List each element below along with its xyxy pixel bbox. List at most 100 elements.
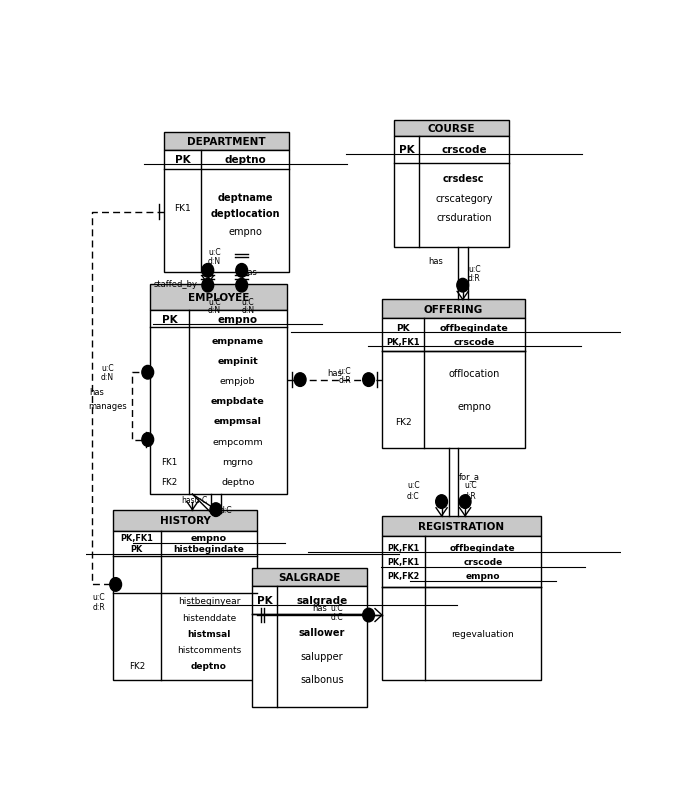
Text: empname: empname [212, 336, 264, 345]
Text: deptname: deptname [218, 192, 273, 202]
Text: d:C: d:C [219, 505, 232, 515]
Text: offbegindate: offbegindate [450, 543, 515, 553]
Text: HISTORY: HISTORY [160, 516, 210, 525]
Text: has: has [89, 388, 104, 397]
Text: FK2: FK2 [395, 417, 411, 426]
Circle shape [236, 279, 248, 293]
Text: FK1: FK1 [161, 457, 177, 466]
Text: EMPLOYEE: EMPLOYEE [188, 293, 249, 302]
Bar [113, 510, 257, 531]
Text: d:N: d:N [241, 306, 255, 315]
Text: regevaluation: regevaluation [451, 629, 514, 638]
Text: u:C: u:C [464, 480, 477, 490]
Bar [382, 300, 525, 318]
Circle shape [142, 433, 154, 447]
Text: histbeginyear: histbeginyear [178, 597, 240, 606]
Circle shape [460, 495, 471, 508]
Text: has: has [313, 603, 327, 612]
Text: d:N: d:N [208, 306, 221, 315]
Bar [382, 318, 525, 448]
Text: empno: empno [217, 314, 258, 325]
Text: manages: manages [88, 402, 127, 411]
Text: empmsal: empmsal [214, 417, 262, 426]
Text: d:C: d:C [331, 613, 343, 622]
Text: d:R: d:R [92, 602, 105, 611]
Circle shape [210, 503, 221, 516]
Text: crscategory: crscategory [435, 193, 493, 204]
Text: u:C: u:C [241, 298, 255, 306]
Text: salbonus: salbonus [300, 674, 344, 684]
Bar [164, 133, 290, 151]
Text: PK: PK [257, 595, 273, 605]
Bar [164, 151, 290, 272]
Text: deptno: deptno [191, 661, 227, 670]
Bar [394, 121, 509, 137]
Text: OFFERING: OFFERING [424, 304, 483, 314]
Text: d:R: d:R [464, 492, 477, 500]
Text: salgrade: salgrade [297, 595, 348, 605]
Text: FK2: FK2 [129, 661, 145, 670]
Text: deptlocation: deptlocation [210, 209, 280, 218]
Text: empjob: empjob [220, 376, 255, 386]
Text: PK,FK2: PK,FK2 [387, 572, 420, 581]
Text: PK: PK [399, 145, 414, 155]
Text: PK: PK [130, 545, 143, 553]
Text: u:C: u:C [407, 480, 420, 490]
Circle shape [202, 264, 214, 277]
Text: FK2: FK2 [161, 477, 177, 487]
Bar [150, 311, 287, 495]
Circle shape [435, 495, 448, 508]
Circle shape [363, 609, 375, 622]
Text: crsdesc: crsdesc [443, 174, 484, 184]
Text: DEPARTMENT: DEPARTMENT [187, 137, 266, 147]
Text: hasu:C: hasu:C [181, 495, 208, 504]
Text: SALGRADE: SALGRADE [278, 573, 341, 582]
Text: REGISTRATION: REGISTRATION [418, 521, 504, 532]
Bar [113, 531, 257, 680]
Text: deptno: deptno [225, 155, 266, 165]
Text: u:C: u:C [469, 265, 481, 273]
Text: histcomments: histcomments [177, 645, 241, 654]
Circle shape [236, 264, 248, 277]
Text: histbegindate: histbegindate [174, 545, 244, 553]
Text: u:C: u:C [331, 603, 343, 613]
Text: empno: empno [191, 533, 227, 543]
Bar [382, 537, 541, 680]
Text: crscode: crscode [463, 557, 502, 566]
Bar [382, 516, 541, 537]
Text: for_a: for_a [459, 472, 480, 480]
Text: empno: empno [228, 227, 262, 237]
Bar [252, 586, 367, 707]
Text: d:N: d:N [208, 257, 221, 265]
Text: offlocation: offlocation [448, 369, 500, 379]
Text: d:R: d:R [338, 375, 351, 385]
Circle shape [202, 279, 214, 293]
Text: crscode: crscode [441, 145, 486, 155]
Text: PK: PK [161, 314, 177, 325]
Text: salupper: salupper [301, 651, 344, 661]
Circle shape [457, 279, 469, 293]
Bar [394, 137, 509, 248]
Text: FK1: FK1 [175, 204, 191, 213]
Text: empno: empno [466, 572, 500, 581]
Text: deptno: deptno [221, 477, 255, 487]
Text: sallower: sallower [299, 628, 345, 638]
Text: PK: PK [396, 324, 410, 333]
Text: empbdate: empbdate [211, 397, 264, 406]
Bar [150, 285, 287, 311]
Circle shape [294, 373, 306, 387]
Circle shape [363, 373, 375, 387]
Text: u:C: u:C [338, 367, 351, 376]
Text: has: has [327, 368, 342, 377]
Text: PK,FK1: PK,FK1 [387, 557, 420, 566]
Text: d:C: d:C [407, 492, 420, 500]
Text: u:C: u:C [208, 298, 221, 306]
Text: crscode: crscode [454, 338, 495, 346]
Text: COURSE: COURSE [428, 124, 475, 134]
Text: offbegindate: offbegindate [440, 323, 509, 332]
Circle shape [142, 366, 154, 379]
Bar [252, 569, 367, 586]
Text: d:R: d:R [468, 274, 481, 283]
Text: staffed_by: staffed_by [154, 280, 198, 289]
Text: PK,FK1: PK,FK1 [387, 543, 420, 553]
